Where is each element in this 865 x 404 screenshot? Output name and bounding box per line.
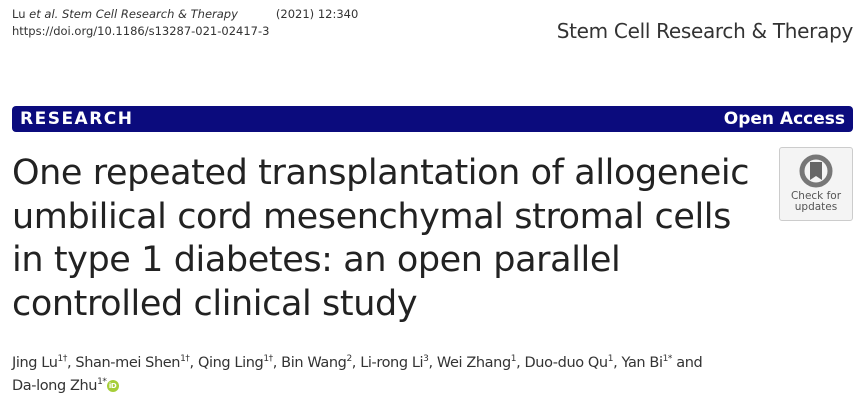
updates-label: updates xyxy=(794,201,838,213)
open-access-label: Open Access xyxy=(723,109,845,129)
author[interactable]: Yan Bi xyxy=(621,355,663,371)
author-affiliation: 1* xyxy=(662,354,673,365)
citation-author: Lu xyxy=(12,7,26,21)
doi-link[interactable]: https://doi.org/10.1186/s13287-021-02417… xyxy=(12,24,270,38)
article-type: RESEARCH xyxy=(20,109,134,129)
author[interactable]: Li-rong Li xyxy=(360,355,424,371)
author-affiliation: 1† xyxy=(263,354,273,365)
author-affiliation: 3 xyxy=(423,354,429,365)
author-separator: , xyxy=(66,355,76,371)
author[interactable]: Bin Wang xyxy=(281,355,347,371)
check-for-label: Check for xyxy=(790,190,842,202)
citation-journal: Stem Cell Research & Therapy xyxy=(61,7,238,21)
article-type-banner: RESEARCH Open Access xyxy=(12,106,853,132)
check-for-updates-button[interactable]: Check for updates xyxy=(779,147,853,221)
bookmark-ring-icon xyxy=(799,154,833,188)
author[interactable]: Shan-mei Shen xyxy=(75,355,181,371)
author-separator: , xyxy=(272,355,282,371)
author-affiliation: 1† xyxy=(57,354,68,365)
author-affiliation: 1 xyxy=(607,354,614,365)
citation-year-volume: (2021) 12:340 xyxy=(275,7,359,21)
author[interactable]: Qing Ling xyxy=(197,355,264,371)
journal-name: Stem Cell Research & Therapy xyxy=(556,19,854,43)
author-affiliation: 1* xyxy=(97,377,107,388)
author-affiliation: 1† xyxy=(180,354,190,365)
author-separator: and xyxy=(672,355,703,371)
author-separator: , xyxy=(189,355,198,371)
author-affiliation: 1 xyxy=(510,354,517,365)
author[interactable]: Duo-duo Qu xyxy=(524,355,609,371)
citation: Lu et al. Stem Cell Research & Therapy (2… xyxy=(12,6,358,40)
author-separator: , xyxy=(351,355,361,371)
author-separator: , xyxy=(428,355,437,371)
author-list: Jing Lu1†, Shan-mei Shen1†, Qing Ling1†,… xyxy=(12,352,852,398)
article-title: One repeated transplantation of allogene… xyxy=(12,153,750,324)
author[interactable]: Wei Zhang xyxy=(436,355,511,371)
author-separator: , xyxy=(516,355,525,371)
author[interactable]: Jing Lu xyxy=(12,355,58,371)
author[interactable]: Da-long Zhu xyxy=(12,378,98,394)
citation-etal: et al. xyxy=(29,7,59,21)
orcid-icon[interactable]: iD xyxy=(106,380,119,392)
author-affiliation: 2 xyxy=(346,354,352,365)
author-separator: , xyxy=(613,355,622,371)
